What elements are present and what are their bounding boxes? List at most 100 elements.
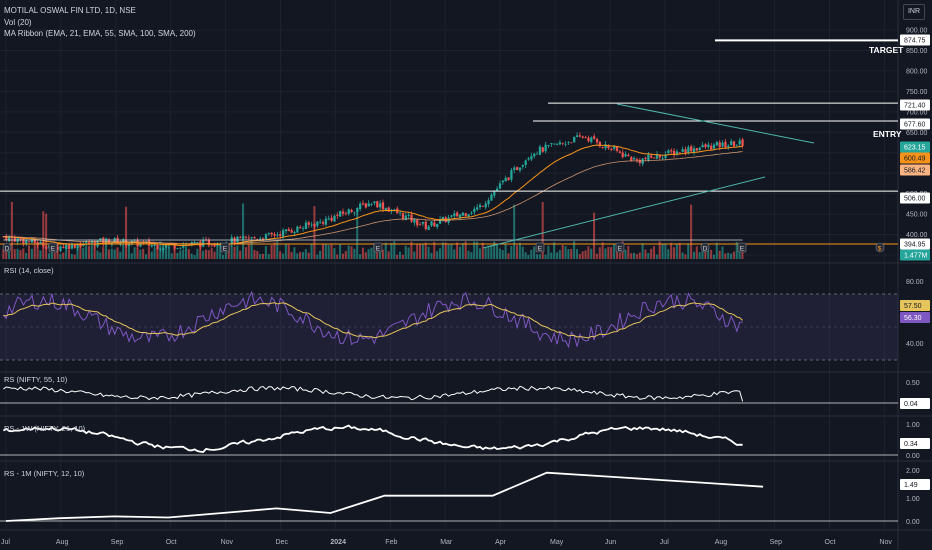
volume-bar bbox=[553, 242, 556, 259]
candle-body bbox=[356, 208, 359, 212]
horizontal-levels bbox=[0, 39, 898, 245]
volume-bar bbox=[627, 245, 630, 259]
event-marker-6[interactable]: D bbox=[700, 242, 710, 253]
volume-bar bbox=[99, 252, 102, 259]
volume-bar bbox=[433, 241, 436, 259]
event-markers[interactable]: D E E E E E D E $ bbox=[2, 242, 885, 253]
candle-body bbox=[473, 208, 476, 213]
candle-body bbox=[373, 201, 376, 204]
event-marker-1[interactable]: E bbox=[48, 242, 58, 253]
candle-body bbox=[87, 242, 91, 244]
candle-body bbox=[367, 203, 370, 207]
candle-body bbox=[610, 148, 613, 150]
event-marker-8[interactable]: $ bbox=[875, 242, 885, 253]
event-marker-7[interactable]: E bbox=[737, 242, 747, 253]
candle-body bbox=[102, 237, 105, 244]
volume-bar bbox=[456, 242, 459, 259]
time-tick-10: May bbox=[550, 539, 564, 546]
candle-body bbox=[236, 236, 239, 243]
candle-body bbox=[667, 150, 670, 154]
candle-body bbox=[164, 245, 168, 248]
volume-bar bbox=[87, 245, 90, 259]
candle-body bbox=[153, 244, 156, 246]
candle-body bbox=[732, 141, 736, 147]
currency-button[interactable]: INR bbox=[903, 4, 925, 20]
candle-body bbox=[393, 209, 396, 211]
candle-body bbox=[307, 222, 310, 225]
ema-55-line bbox=[3, 151, 743, 245]
rs1w-value: 0.34 bbox=[904, 441, 918, 448]
candle-body bbox=[410, 214, 413, 222]
candle-body bbox=[487, 200, 490, 205]
event-marker-4[interactable]: E bbox=[535, 242, 545, 253]
symbol-title[interactable]: MOTILAL OSWAL FIN LTD, 1D, NSE bbox=[4, 6, 136, 15]
volume-bar bbox=[364, 252, 367, 259]
volume-bar bbox=[47, 253, 51, 259]
volume-bar bbox=[224, 251, 227, 259]
volume-bar bbox=[270, 245, 273, 259]
volume-bar bbox=[473, 241, 476, 259]
rs1m-tick-1: 1.00 bbox=[906, 496, 920, 503]
candle-body bbox=[39, 241, 42, 245]
candle-body bbox=[598, 141, 602, 147]
candle-body bbox=[535, 153, 539, 155]
time-axis[interactable]: Jul Aug Sep Oct Nov Dec 2024 Feb Mar Apr May Jun Jul… bbox=[1, 539, 892, 546]
price-label-2: 677.60 bbox=[904, 122, 926, 129]
volume-bar bbox=[8, 245, 11, 259]
candle-body bbox=[741, 139, 744, 147]
candle-body bbox=[418, 224, 422, 226]
volume-bar bbox=[444, 242, 447, 259]
volume-bar bbox=[661, 243, 664, 259]
volume-bar bbox=[176, 252, 179, 259]
candle-body bbox=[156, 244, 159, 250]
volume-bar bbox=[624, 249, 627, 259]
candle-body bbox=[210, 245, 213, 247]
volume-bar bbox=[53, 252, 56, 259]
volume-bar bbox=[76, 247, 79, 259]
candle-body bbox=[518, 167, 522, 171]
volume-bar bbox=[513, 204, 516, 259]
candle-body bbox=[718, 142, 721, 148]
volume-bar bbox=[587, 246, 590, 259]
candle-body bbox=[510, 170, 513, 180]
volume-bar bbox=[156, 246, 159, 259]
event-marker-5[interactable]: E bbox=[615, 242, 625, 253]
candle-body bbox=[550, 143, 553, 145]
candle-body bbox=[381, 202, 385, 210]
volume-bar bbox=[416, 244, 419, 259]
volume-bar bbox=[193, 254, 196, 259]
candle-body bbox=[384, 208, 387, 211]
candle-body bbox=[301, 227, 305, 229]
volume-bar bbox=[721, 246, 724, 259]
event-marker-0[interactable]: D bbox=[2, 242, 12, 253]
ma-ribbon-label[interactable]: MA Ribbon (EMA, 21, EMA, 55, SMA, 100, S… bbox=[4, 29, 196, 38]
candle-body bbox=[324, 218, 328, 225]
volume-bar bbox=[93, 245, 96, 259]
event-marker-3[interactable]: E bbox=[373, 242, 383, 253]
volume-bar bbox=[535, 254, 539, 259]
volume-bar bbox=[290, 252, 293, 259]
event-marker-2[interactable]: E bbox=[220, 242, 230, 253]
price-label-bg-1 bbox=[900, 99, 930, 111]
volume-bar bbox=[239, 250, 242, 259]
candle-body bbox=[458, 214, 462, 218]
candle-body bbox=[498, 183, 502, 189]
volume-indicator-label[interactable]: Vol (20) bbox=[4, 18, 32, 27]
price-label-bg-3 bbox=[900, 141, 930, 153]
volume-bar bbox=[307, 252, 310, 259]
volume-bar bbox=[381, 249, 384, 259]
candle-body bbox=[690, 146, 693, 152]
volume-bar bbox=[82, 248, 85, 259]
candle-body bbox=[273, 234, 276, 236]
volume-bar bbox=[142, 248, 145, 259]
volume-bar bbox=[687, 244, 690, 259]
candle-body bbox=[438, 219, 442, 224]
candle-body bbox=[219, 244, 222, 246]
volume-bar bbox=[613, 244, 616, 259]
volume-bar bbox=[655, 254, 658, 259]
volume-bar bbox=[510, 245, 513, 259]
volume-bar bbox=[70, 253, 73, 259]
volume-bar bbox=[567, 249, 570, 259]
candle-body bbox=[530, 156, 533, 160]
